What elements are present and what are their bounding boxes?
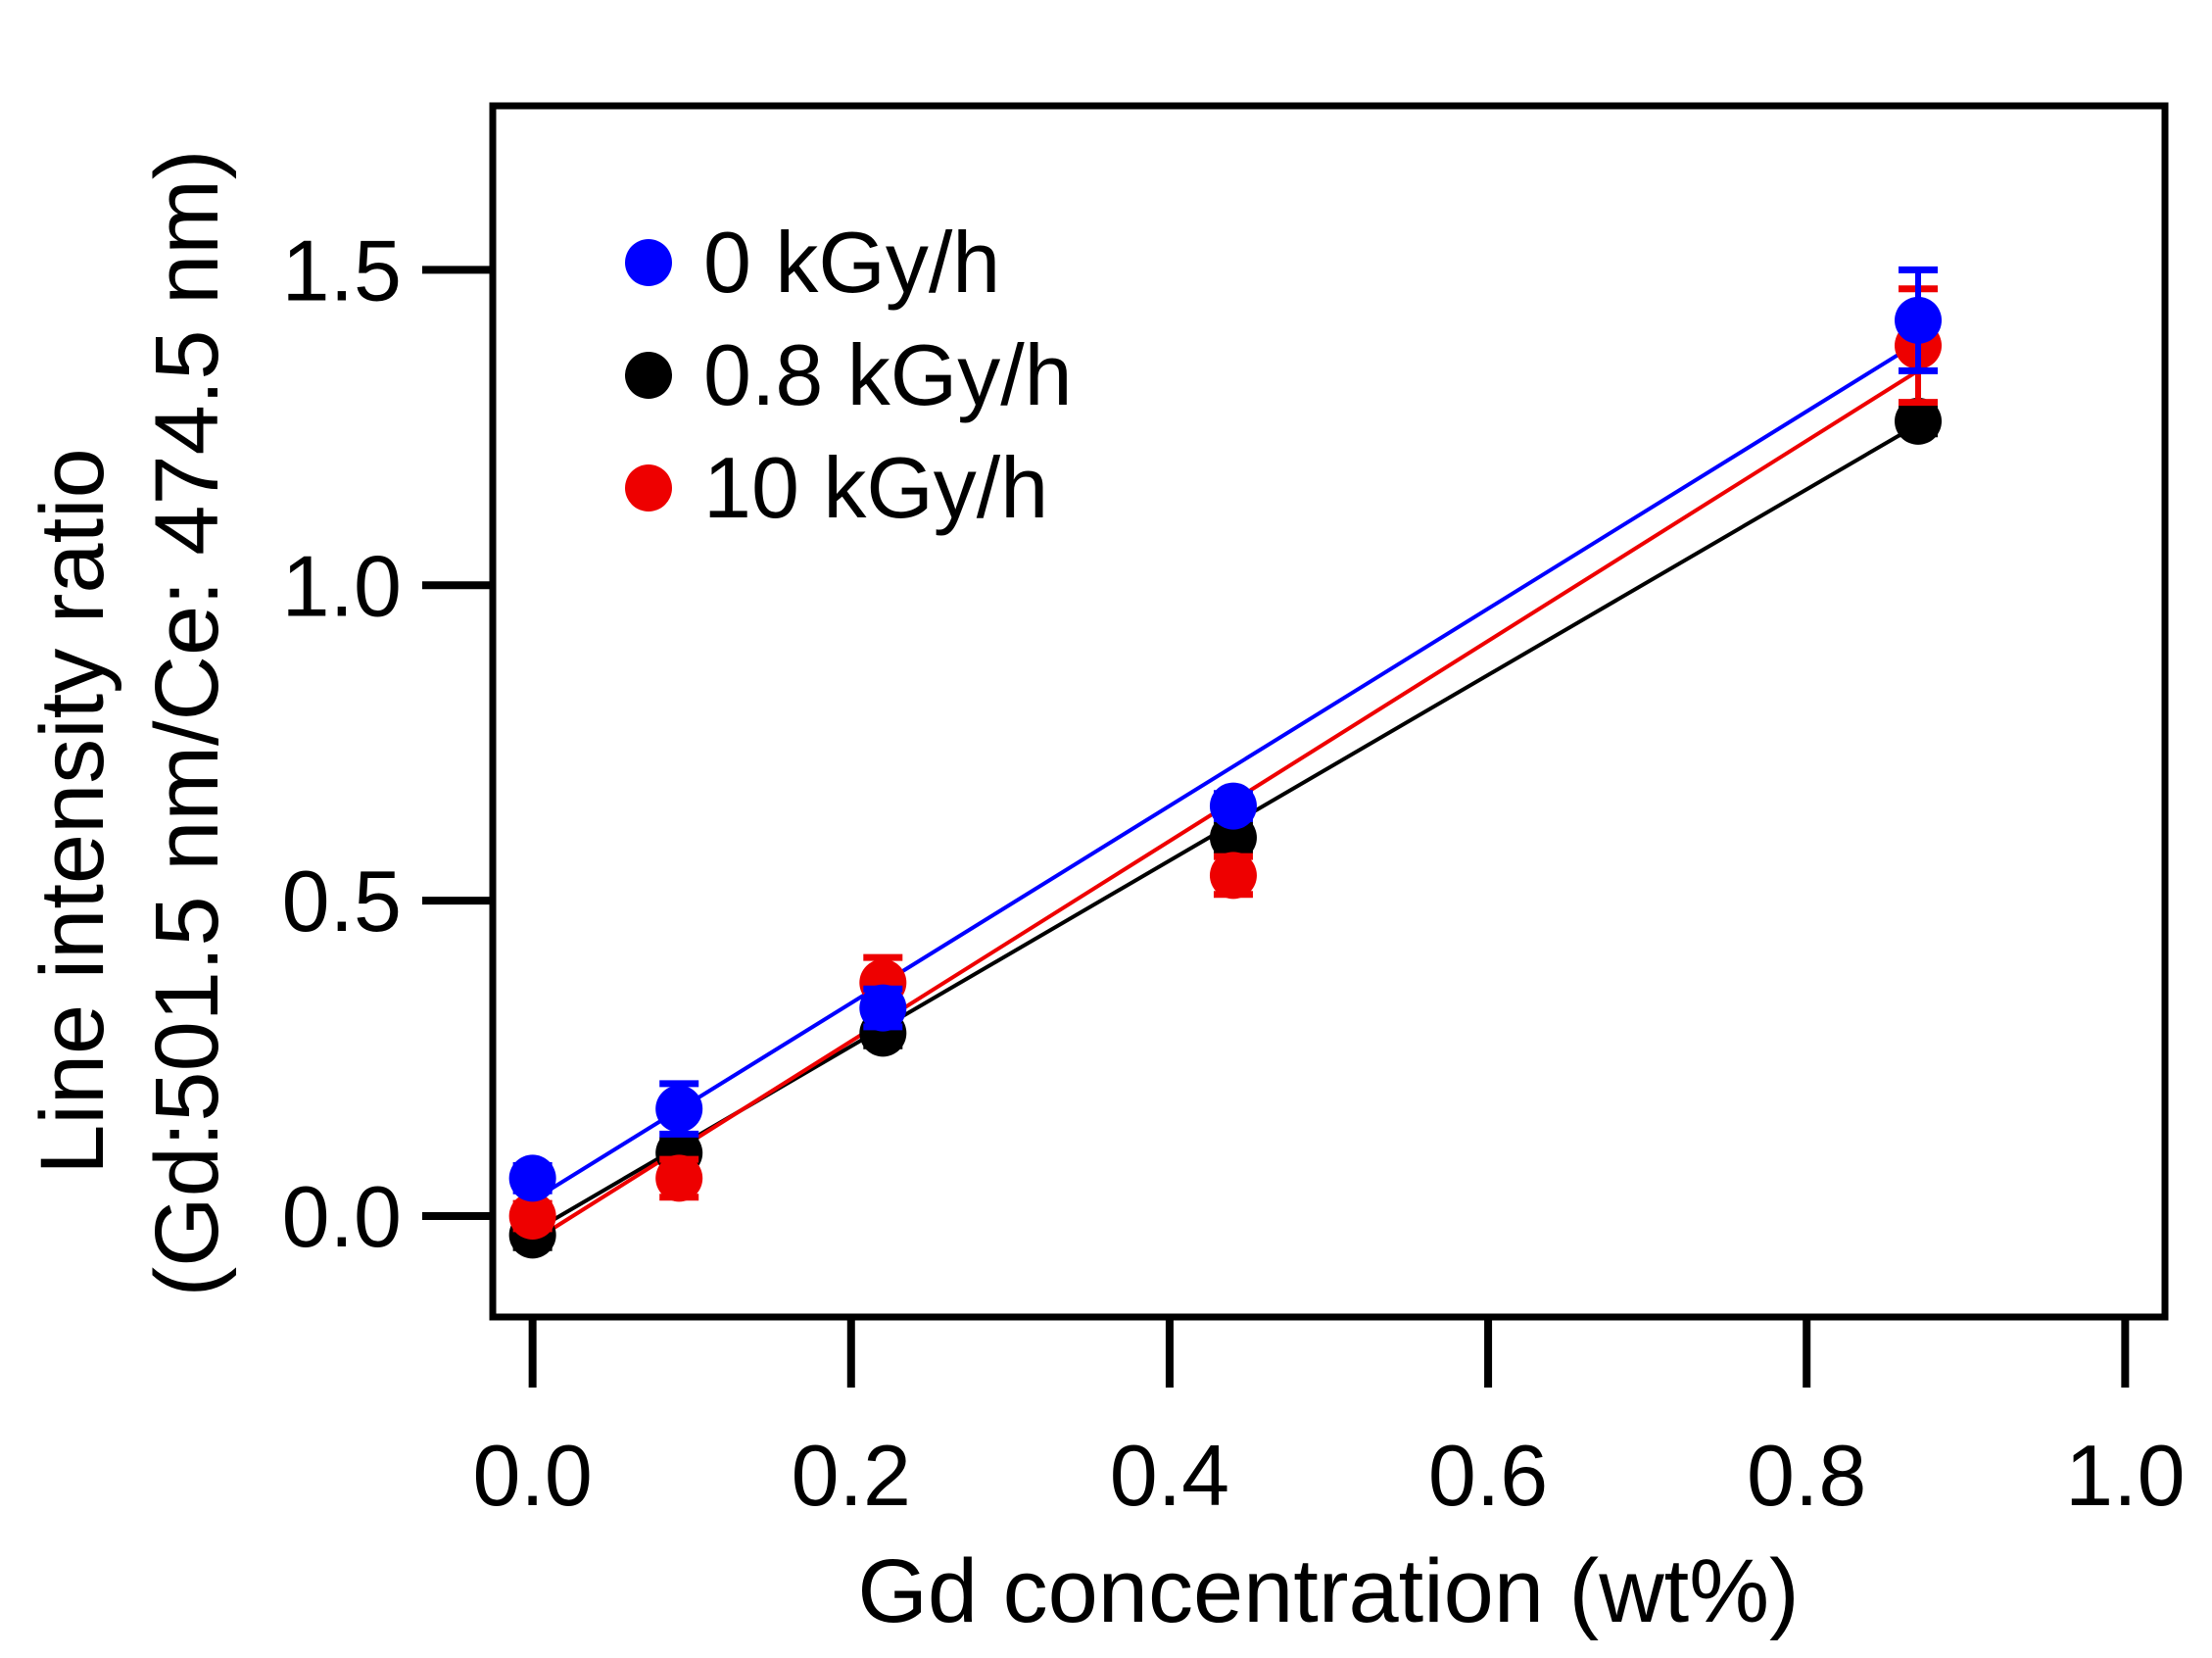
data-point	[508, 1193, 556, 1240]
data-point	[859, 984, 907, 1032]
x-tick-label: 0.8	[1747, 1427, 1866, 1524]
data-point	[508, 1154, 556, 1202]
y-axis: 0.0 0.5 1.0 1.5	[282, 221, 493, 1265]
x-tick-label: 0.4	[1110, 1427, 1229, 1524]
data-point	[1209, 782, 1257, 830]
data-point	[655, 1085, 703, 1133]
legend-label: 10 kGy/h	[703, 439, 1048, 536]
data-point	[1209, 852, 1257, 900]
data-points-layer	[508, 266, 1943, 1259]
x-tick-label: 0.6	[1428, 1427, 1548, 1524]
fit-line	[531, 340, 1920, 1202]
y-tick-label: 0.5	[282, 853, 402, 950]
y-axis-label-line2: (Gd:501.5 nm/Ce: 474.5 nm)	[137, 149, 237, 1296]
legend-marker	[625, 464, 672, 512]
y-tick-label: 1.5	[282, 221, 402, 318]
y-tick-label: 1.0	[282, 537, 402, 634]
x-tick-label: 1.0	[2065, 1427, 2185, 1524]
legend-marker	[625, 239, 672, 286]
data-point	[1895, 397, 1943, 445]
data-point	[1895, 296, 1943, 344]
legend-label: 0.8 kGy/h	[703, 326, 1073, 423]
plot-frame	[489, 102, 2169, 1321]
x-axis-label: Gd concentration (wt%)	[857, 1541, 1799, 1641]
x-axis: 0.0 0.2 0.4 0.6 0.8 1.0	[472, 1317, 2186, 1524]
y-axis-label-line1: Line intensity ratio	[23, 448, 122, 1175]
legend: 0 kGy/h 0.8 kGy/h 10 kGy/h	[625, 214, 1073, 536]
x-tick-label: 0.0	[472, 1427, 592, 1524]
x-tick-label: 0.2	[792, 1427, 911, 1524]
y-tick-label: 0.0	[282, 1168, 402, 1265]
legend-marker	[625, 352, 672, 399]
data-point	[655, 1154, 703, 1202]
legend-label: 0 kGy/h	[703, 214, 1000, 311]
